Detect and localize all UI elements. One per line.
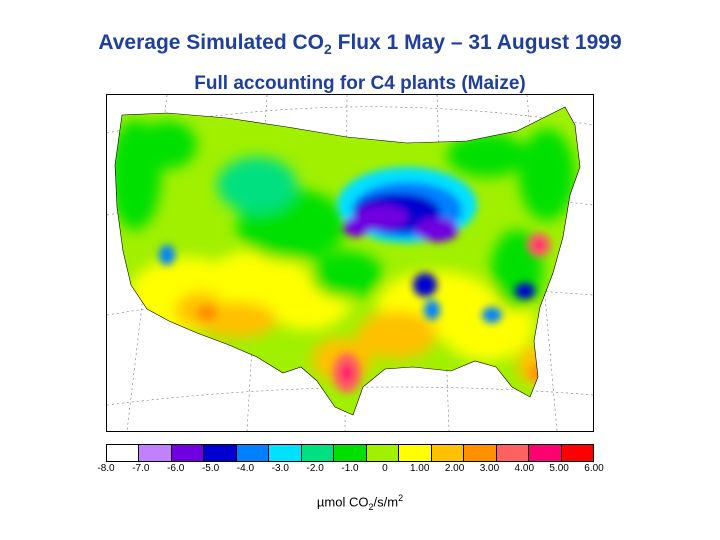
color-scale-tick-label: 2.00 [444, 463, 465, 474]
color-scale-tick-label: -5.0 [201, 463, 220, 474]
color-scale-swatch [431, 445, 465, 461]
color-scale-tick-label: 4.00 [514, 463, 535, 474]
color-scale-tick-label: 1.00 [409, 463, 430, 474]
color-scale-tick-label: -7.0 [132, 463, 150, 474]
color-scale-tick-label: -1.0 [341, 463, 359, 474]
flux-map [106, 94, 594, 432]
color-scale-tick-label: -4.0 [236, 463, 255, 474]
color-scale-swatch [529, 445, 562, 461]
color-scale-swatch [334, 445, 367, 461]
color-scale-tick-label: 3.00 [479, 463, 500, 474]
color-scale-bar [106, 444, 594, 462]
color-scale-swatch [464, 445, 497, 461]
map-title: Average Simulated CO2 Flux 1 May – 31 Au… [98, 31, 622, 58]
color-scale-swatch [107, 445, 140, 461]
color-scale-tick-label: -8.0 [97, 463, 115, 474]
color-scale-swatch [139, 445, 172, 461]
color-scale-swatch [301, 445, 335, 461]
color-scale-tick-label: 0 [382, 463, 388, 474]
color-scale-swatch [366, 445, 400, 461]
units-label: µmol CO2/s/m2 [316, 493, 404, 512]
color-scale-swatch [171, 445, 205, 461]
color-scale-swatch [399, 445, 432, 461]
color-scale-swatch [496, 445, 530, 461]
flux-map-image [107, 95, 593, 431]
color-scale-swatch [204, 445, 237, 461]
color-scale-tick-label: 6.00 [584, 463, 604, 474]
color-scale-ticks: -8.0 -7.0 -6.0 -5.0 -4.0 -3.0 -2.0 -1.0 0 1.00 2.0… [0, 463, 720, 477]
color-scale-tick-label: 5.00 [549, 463, 569, 474]
color-scale-swatch [561, 445, 594, 461]
map-subtitle: Full accounting for C4 plants (Maize) [194, 73, 526, 94]
color-scale-tick-label: -6.0 [167, 463, 185, 474]
color-scale-swatch [269, 445, 302, 461]
color-scale-tick-label: -2.0 [306, 463, 324, 474]
color-scale-swatch [236, 445, 270, 461]
color-scale-tick-label: -3.0 [271, 463, 289, 474]
